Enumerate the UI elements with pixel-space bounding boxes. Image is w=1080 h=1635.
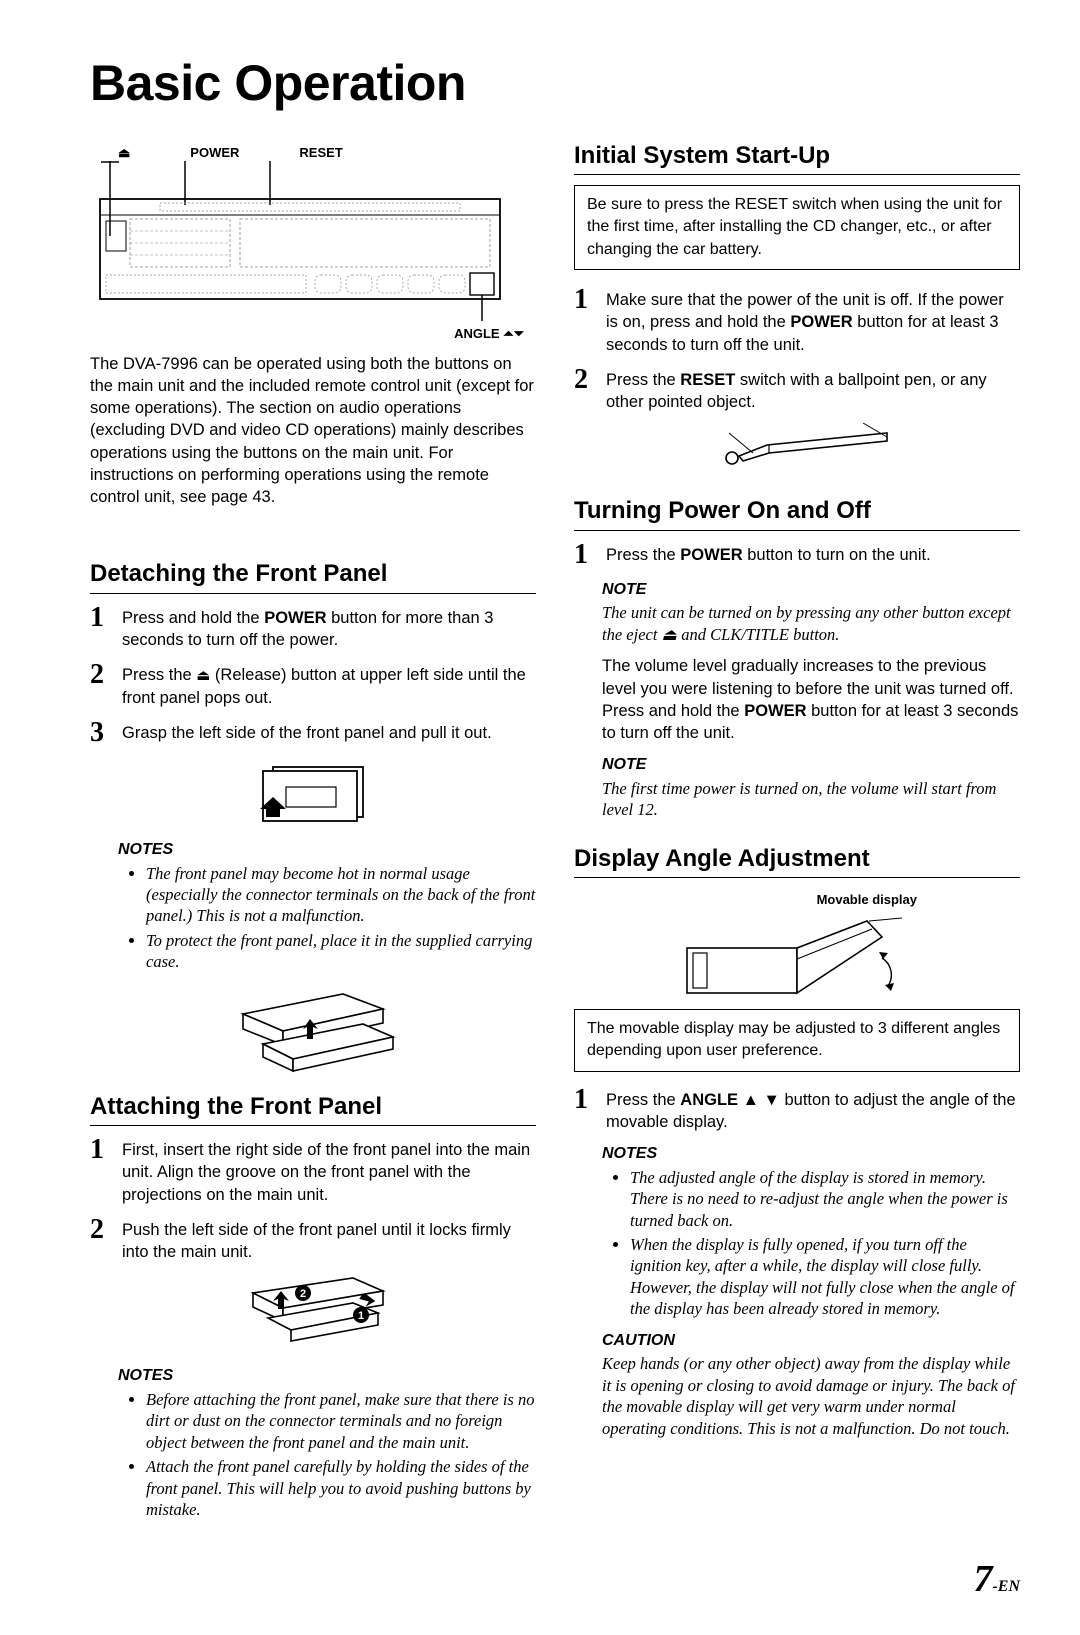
page-footer: 7-EN — [90, 1554, 1020, 1605]
initial-box: Be sure to press the RESET switch when u… — [574, 185, 1020, 270]
step-number: 1 — [90, 1136, 112, 1164]
power-paragraph: The volume level gradually increases to … — [602, 655, 1020, 744]
note-item: The front panel may become hot in normal… — [146, 863, 536, 927]
step-number: 3 — [90, 719, 112, 747]
pen-illustration — [687, 423, 907, 483]
note-item: The adjusted angle of the display is sto… — [630, 1167, 1020, 1231]
step-number: 2 — [574, 366, 596, 394]
step-text: First, insert the right side of the fron… — [122, 1136, 536, 1206]
step-number: 1 — [574, 541, 596, 569]
angle-notes: The adjusted angle of the display is sto… — [630, 1167, 1020, 1320]
left-column: ⏏ POWER RESET — [90, 140, 536, 1524]
attaching-notes: Before attaching the front panel, make s… — [146, 1389, 536, 1521]
step-text: Press the ANGLE ▲ ▼ button to adjust the… — [606, 1086, 1020, 1134]
page-number: 7 — [973, 1558, 992, 1600]
note-item: Attach the front panel carefully by hold… — [146, 1456, 536, 1520]
step-text: Press and hold the POWER button for more… — [122, 604, 536, 652]
attaching-steps: 1 First, insert the right side of the fr… — [90, 1136, 536, 1263]
page-title: Basic Operation — [90, 50, 1020, 118]
initial-heading: Initial System Start-Up — [574, 140, 1020, 175]
detaching-heading: Detaching the Front Panel — [90, 558, 536, 593]
note-heading: NOTE — [602, 754, 1020, 776]
initial-steps: 1 Make sure that the power of the unit i… — [574, 286, 1020, 413]
step-text: Grasp the left side of the front panel a… — [122, 719, 492, 744]
step-text: Press the RESET switch with a ballpoint … — [606, 366, 1020, 414]
power-steps: 1 Press the POWER button to turn on the … — [574, 541, 1020, 569]
eject-label: ⏏ — [118, 144, 130, 162]
detaching-steps: 1 Press and hold the POWER button for mo… — [90, 604, 536, 747]
note-text: The first time power is turned on, the v… — [602, 778, 1020, 821]
head-unit-illustration — [90, 161, 510, 321]
note-item: When the display is fully opened, if you… — [630, 1234, 1020, 1320]
step-text: Press the ⏏ (Release) button at upper le… — [122, 661, 536, 709]
angle-steps: 1 Press the ANGLE ▲ ▼ button to adjust t… — [574, 1086, 1020, 1134]
step-number: 1 — [90, 604, 112, 632]
caution-text: Keep hands (or any other object) away fr… — [602, 1353, 1020, 1439]
notes-heading: NOTES — [118, 1365, 536, 1387]
note-text: The unit can be turned on by pressing an… — [602, 602, 1020, 645]
detach-illustration-1 — [248, 757, 378, 827]
angle-label: ANGLE ⏶⏷ — [90, 325, 524, 343]
step-number: 2 — [90, 661, 112, 689]
right-column: Initial System Start-Up Be sure to press… — [574, 140, 1020, 1524]
main-unit-diagram: ⏏ POWER RESET — [90, 144, 536, 343]
attach-illustration: 2 1 — [233, 1273, 393, 1353]
svg-text:2: 2 — [300, 1288, 306, 1300]
notes-heading: NOTES — [602, 1143, 1020, 1165]
step-number: 1 — [574, 286, 596, 314]
step-text: Press the POWER button to turn on the un… — [606, 541, 931, 566]
intro-paragraph: The DVA-7996 can be operated using both … — [90, 353, 536, 509]
caution-heading: CAUTION — [602, 1330, 1020, 1352]
note-item: To protect the front panel, place it in … — [146, 930, 536, 973]
power-heading: Turning Power On and Off — [574, 495, 1020, 530]
angle-heading: Display Angle Adjustment — [574, 843, 1020, 878]
attaching-heading: Attaching the Front Panel — [90, 1091, 536, 1126]
step-text: Make sure that the power of the unit is … — [606, 286, 1020, 356]
movable-display-label: Movable display — [667, 891, 917, 909]
detaching-notes: The front panel may become hot in normal… — [146, 863, 536, 973]
note-item: Before attaching the front panel, make s… — [146, 1389, 536, 1453]
reset-label: RESET — [299, 144, 342, 162]
step-number: 2 — [90, 1216, 112, 1244]
page-suffix: -EN — [992, 1578, 1020, 1595]
svg-text:1: 1 — [358, 1310, 364, 1322]
notes-heading: NOTES — [118, 839, 536, 861]
note-heading: NOTE — [602, 579, 1020, 601]
power-label: POWER — [190, 144, 239, 162]
step-text: Push the left side of the front panel un… — [122, 1216, 536, 1264]
angle-illustration — [667, 913, 927, 1003]
case-illustration — [218, 979, 408, 1079]
angle-box: The movable display may be adjusted to 3… — [574, 1009, 1020, 1072]
step-number: 1 — [574, 1086, 596, 1114]
